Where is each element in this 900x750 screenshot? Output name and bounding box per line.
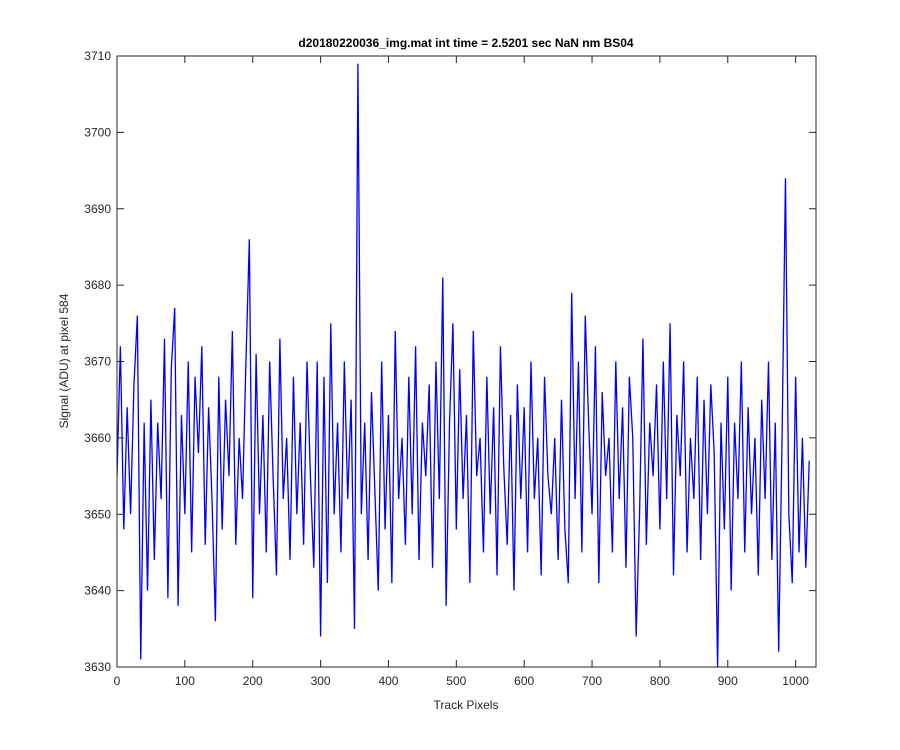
y-tick-label: 3660: [84, 431, 111, 445]
x-tick-label: 0: [114, 674, 121, 688]
data-line: [117, 63, 810, 667]
y-axis-label: Signal (ADU) at pixel 584: [57, 293, 71, 428]
x-tick-label: 600: [514, 674, 534, 688]
y-tick-label: 3690: [84, 202, 111, 216]
x-tick-label: 900: [718, 674, 738, 688]
x-tick-label: 300: [311, 674, 331, 688]
x-tick-label: 400: [378, 674, 398, 688]
y-tick-label: 3650: [84, 507, 111, 521]
x-tick-label: 800: [650, 674, 670, 688]
y-tick-label: 3630: [84, 660, 111, 674]
x-tick-label: 700: [582, 674, 602, 688]
x-tick-label: 100: [175, 674, 195, 688]
x-tick-label: 500: [446, 674, 466, 688]
y-tick-label: 3700: [84, 125, 111, 139]
y-tick-label: 3640: [84, 584, 111, 598]
x-tick-label: 200: [243, 674, 263, 688]
x-axis-label: Track Pixels: [434, 698, 499, 712]
y-tick-label: 3680: [84, 278, 111, 292]
x-tick-label: 1000: [782, 674, 809, 688]
chart-title: d20180220036_img.mat int time = 2.5201 s…: [298, 36, 634, 50]
y-tick-label: 3670: [84, 355, 111, 369]
y-tick-label: 3710: [84, 49, 111, 63]
